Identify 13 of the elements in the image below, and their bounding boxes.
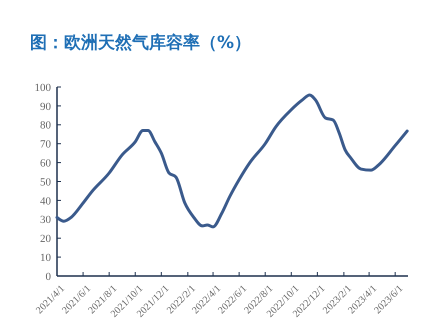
y-tick-label: 80 [40, 120, 52, 132]
chart-title: 图：欧洲天然气库容率（%） [30, 33, 252, 53]
y-tick-label: 0 [46, 270, 52, 283]
y-tick-label: 10 [40, 252, 52, 264]
y-tick-label: 50 [40, 176, 52, 188]
y-tick-label: 60 [40, 157, 52, 170]
y-tick-label: 30 [40, 214, 52, 226]
y-tick-label: 70 [40, 138, 52, 151]
y-tick-label: 100 [34, 82, 52, 94]
line-series [56, 93, 409, 228]
y-tick-label: 40 [40, 195, 52, 208]
y-tick-label: 90 [40, 100, 52, 113]
y-tick-label: 20 [40, 233, 52, 246]
